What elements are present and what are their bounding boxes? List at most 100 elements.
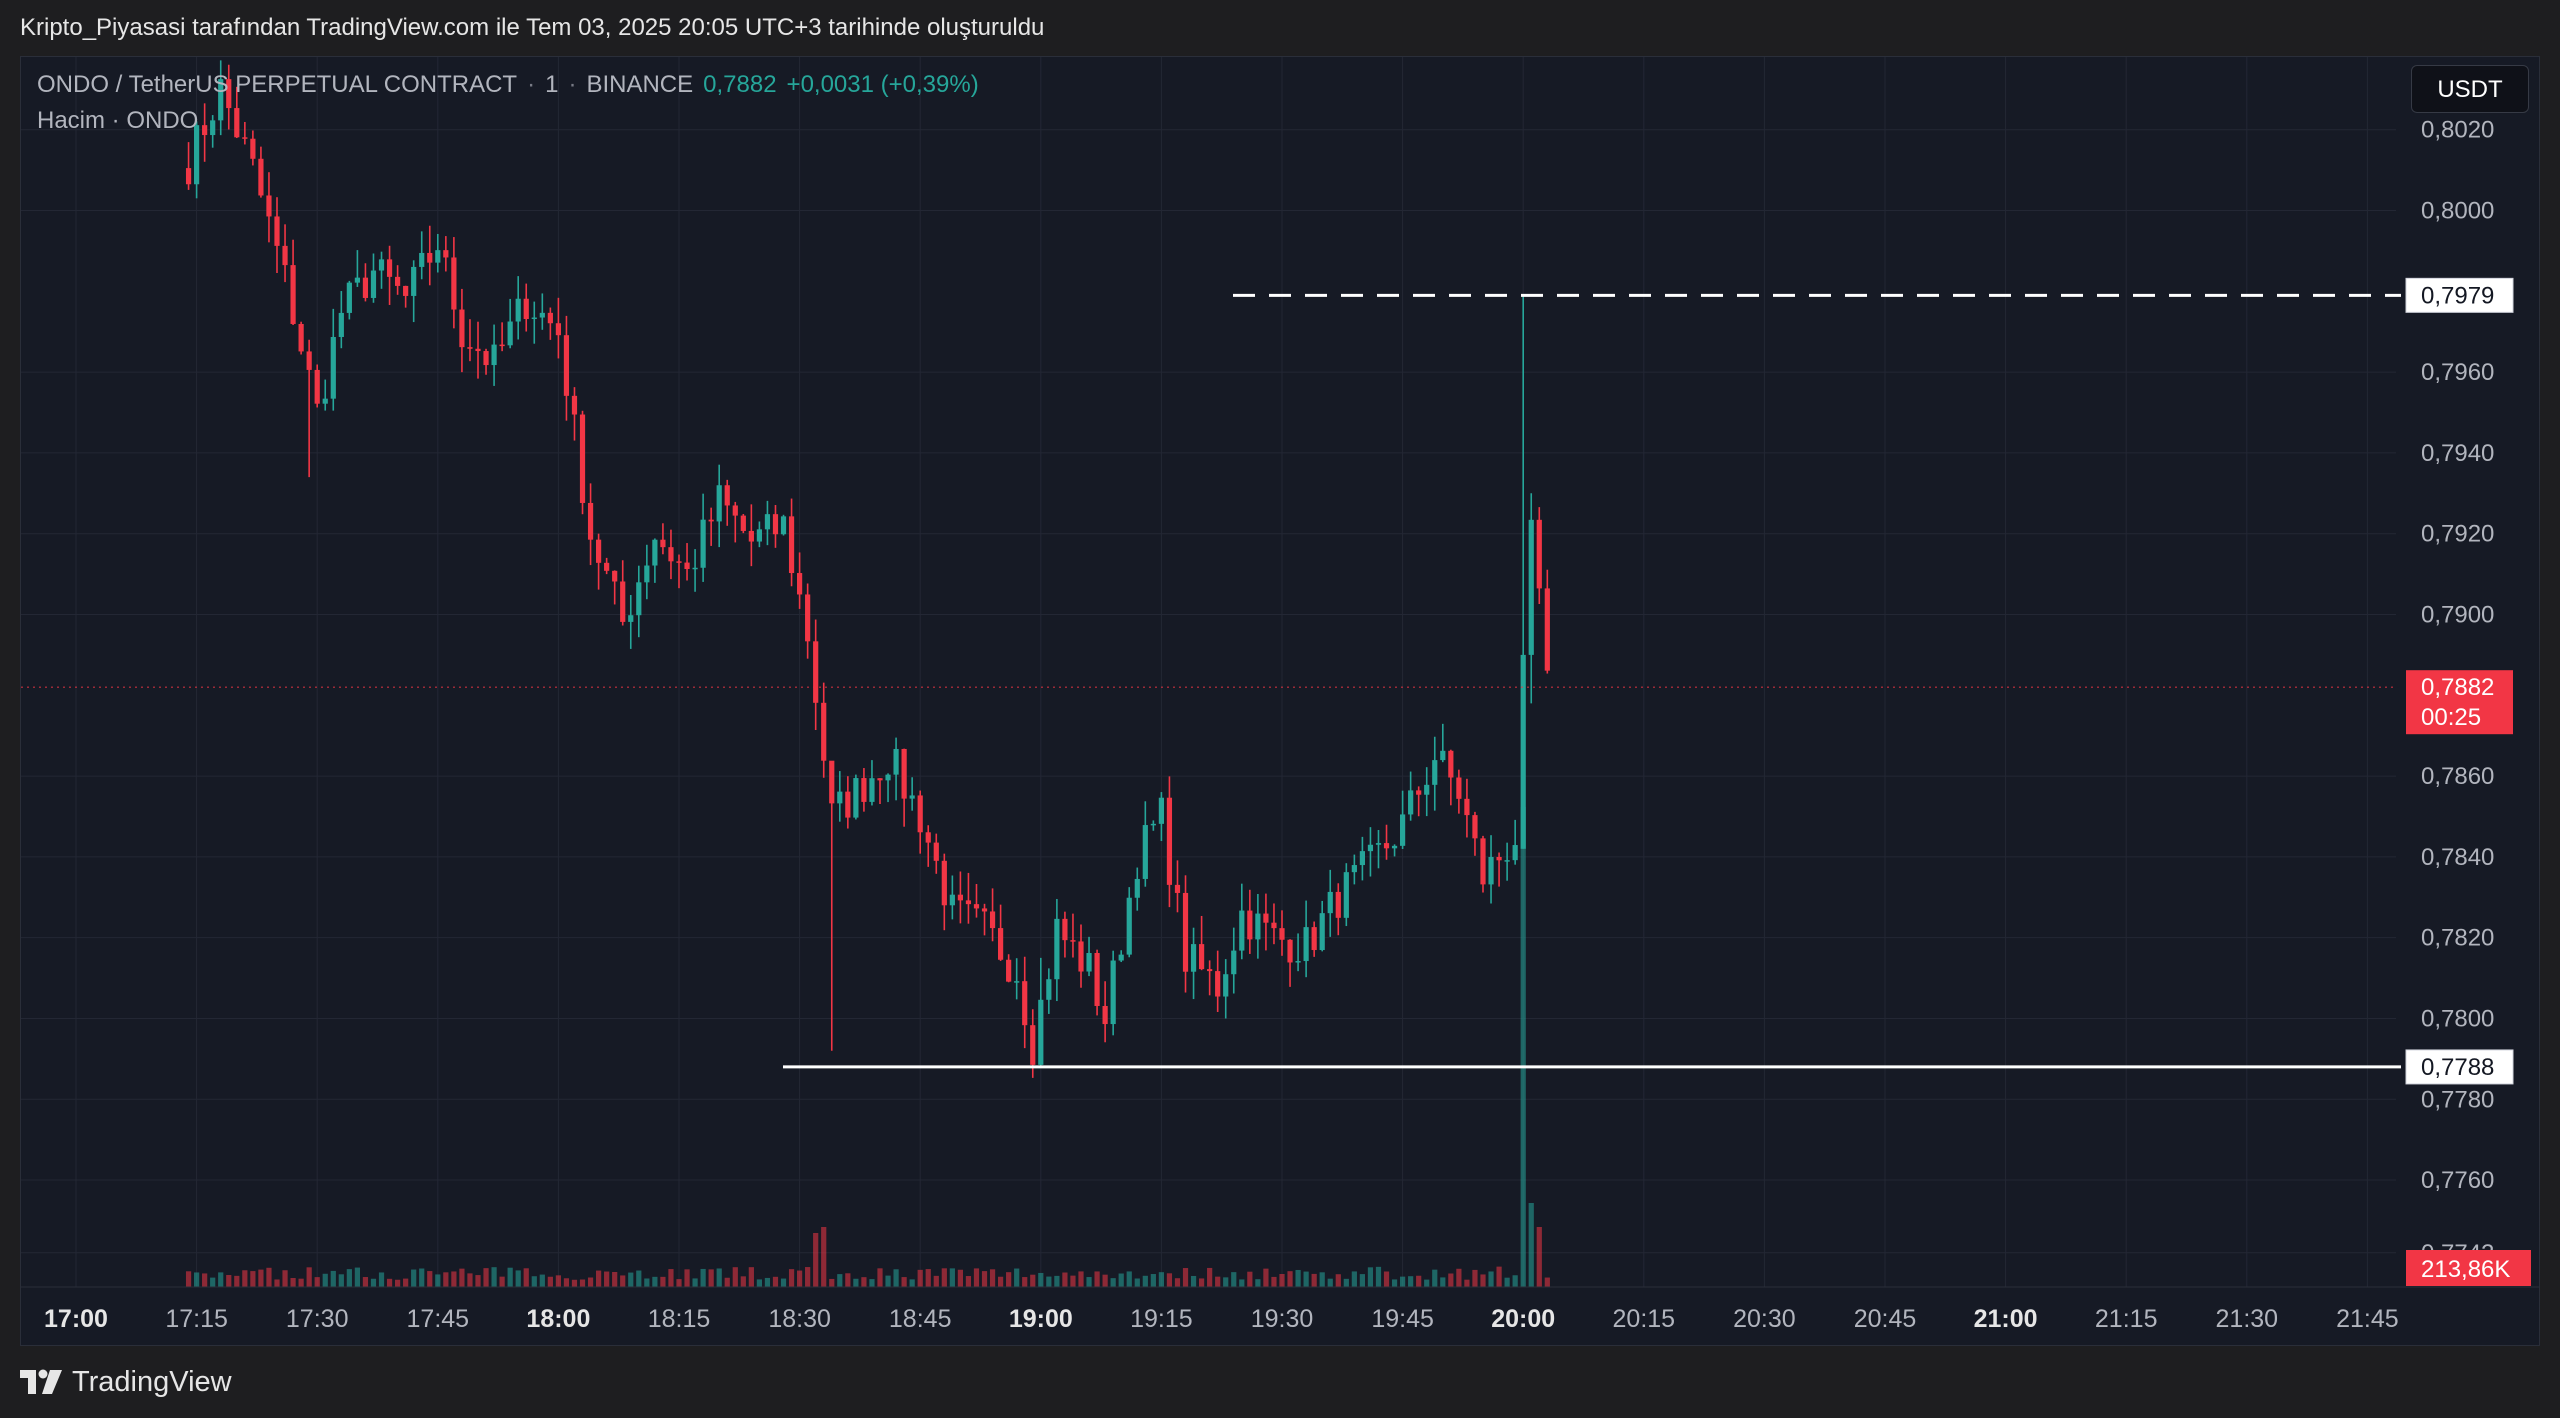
candle-body[interactable] [282, 245, 288, 266]
candle-body[interactable] [1118, 954, 1124, 961]
candle-body[interactable] [1231, 950, 1237, 975]
candle-body[interactable] [571, 395, 578, 415]
candle-body[interactable] [652, 539, 658, 566]
candle-body[interactable] [596, 539, 602, 563]
candle-body[interactable] [322, 398, 328, 404]
candle-body[interactable] [1046, 979, 1052, 1000]
candle-body[interactable] [853, 778, 859, 818]
candle-body[interactable] [314, 369, 320, 404]
candle-body[interactable] [1078, 941, 1084, 972]
candle-body[interactable] [893, 748, 899, 775]
candle-body[interactable] [925, 832, 931, 843]
candle-body[interactable] [1070, 940, 1076, 942]
candle-body[interactable] [1544, 588, 1550, 671]
candle-body[interactable] [1488, 856, 1494, 885]
candle-body[interactable] [1054, 918, 1060, 980]
candle-body[interactable] [1182, 892, 1189, 972]
candle-body[interactable] [973, 904, 980, 909]
candle-body[interactable] [1335, 891, 1341, 918]
candle-body[interactable] [587, 502, 594, 540]
candle-body[interactable] [1287, 939, 1293, 963]
candle-body[interactable] [756, 529, 762, 542]
candle-body[interactable] [660, 539, 666, 548]
candle-body[interactable] [885, 774, 891, 781]
candle-body[interactable] [1295, 961, 1301, 963]
candle-body[interactable] [805, 594, 811, 642]
candle-body[interactable] [370, 270, 377, 298]
candle-body[interactable] [1496, 856, 1502, 861]
candle-body[interactable] [539, 312, 545, 318]
candle-body[interactable] [1512, 845, 1518, 861]
candle-body[interactable] [1367, 844, 1374, 852]
candle-body[interactable] [1239, 910, 1245, 951]
candle-body[interactable] [185, 168, 192, 185]
candle-body[interactable] [724, 485, 730, 506]
candle-body[interactable] [998, 928, 1004, 960]
candle-body[interactable] [1207, 969, 1213, 972]
legend-symbol[interactable]: ONDO / TetherUS PERPETUAL CONTRACT [37, 71, 518, 98]
candle-body[interactable] [330, 336, 336, 399]
candle-body[interactable] [1126, 897, 1132, 955]
candle-body[interactable] [1520, 654, 1526, 849]
candle-body[interactable] [1424, 784, 1430, 795]
candle-body[interactable] [949, 894, 955, 906]
candle-body[interactable] [933, 842, 939, 861]
candle-body[interactable] [965, 900, 972, 905]
candle-body[interactable] [1110, 960, 1116, 1025]
candle-body[interactable] [748, 530, 754, 542]
candle-body[interactable] [1014, 981, 1020, 983]
candle-body[interactable] [1215, 971, 1221, 997]
candle-body[interactable] [547, 312, 553, 324]
candle-body[interactable] [266, 195, 272, 217]
candle-body[interactable] [1504, 860, 1510, 862]
candle-body[interactable] [419, 252, 425, 267]
candle-body[interactable] [1247, 910, 1253, 940]
candle-body[interactable] [1102, 1005, 1108, 1025]
candle-body[interactable] [989, 911, 996, 929]
candle-body[interactable] [1174, 884, 1181, 893]
candle-body[interactable] [1134, 878, 1140, 898]
candle-body[interactable] [1448, 750, 1454, 778]
candle-body[interactable] [1456, 777, 1462, 799]
candle-body[interactable] [821, 702, 827, 761]
candle-body[interactable] [1190, 944, 1197, 972]
candle-body[interactable] [346, 282, 352, 313]
candle-body[interactable] [483, 351, 489, 366]
candle-body[interactable] [628, 615, 634, 622]
candle-body[interactable] [1199, 944, 1205, 970]
candle-body[interactable] [1271, 922, 1277, 929]
candle-body[interactable] [579, 414, 586, 503]
candle-body[interactable] [788, 516, 795, 574]
candle-body[interactable] [1327, 891, 1333, 914]
legend-interval[interactable]: 1 [545, 71, 559, 98]
candle-body[interactable] [764, 514, 771, 530]
candle-body[interactable] [1022, 981, 1028, 1026]
candle-body[interactable] [491, 344, 497, 366]
candle-body[interactable] [1038, 999, 1044, 1065]
candle-body[interactable] [1528, 519, 1534, 655]
candle-body[interactable] [1158, 797, 1164, 824]
candle-body[interactable] [1359, 851, 1365, 866]
candle-body[interactable] [1062, 918, 1068, 941]
candle-body[interactable] [210, 120, 216, 136]
candle-body[interactable] [901, 748, 907, 799]
candle-body[interactable] [1536, 519, 1542, 589]
legend-volume[interactable]: Hacim · ONDO [37, 107, 199, 134]
candle-body[interactable] [772, 514, 779, 535]
candle-body[interactable] [1480, 838, 1486, 885]
candle-body[interactable] [676, 561, 682, 563]
candle-body[interactable] [555, 323, 561, 336]
candle-body[interactable] [1416, 790, 1422, 795]
candle-body[interactable] [1311, 927, 1317, 951]
candle-body[interactable] [507, 321, 513, 346]
candle-body[interactable] [1142, 825, 1148, 879]
candle-body[interactable] [1375, 843, 1382, 845]
candle-body[interactable] [941, 860, 947, 906]
chart-panel[interactable]: 0,8020 0,8000 0,7960 0,7940 0,7920 0,7900 0,78… [20, 56, 2540, 1346]
candle-body[interactable] [563, 335, 570, 396]
candle-body[interactable] [218, 79, 224, 121]
candle-body[interactable] [1279, 928, 1285, 940]
candle-body[interactable] [612, 570, 618, 582]
candle-body[interactable] [451, 257, 457, 310]
candle-body[interactable] [1303, 927, 1309, 962]
